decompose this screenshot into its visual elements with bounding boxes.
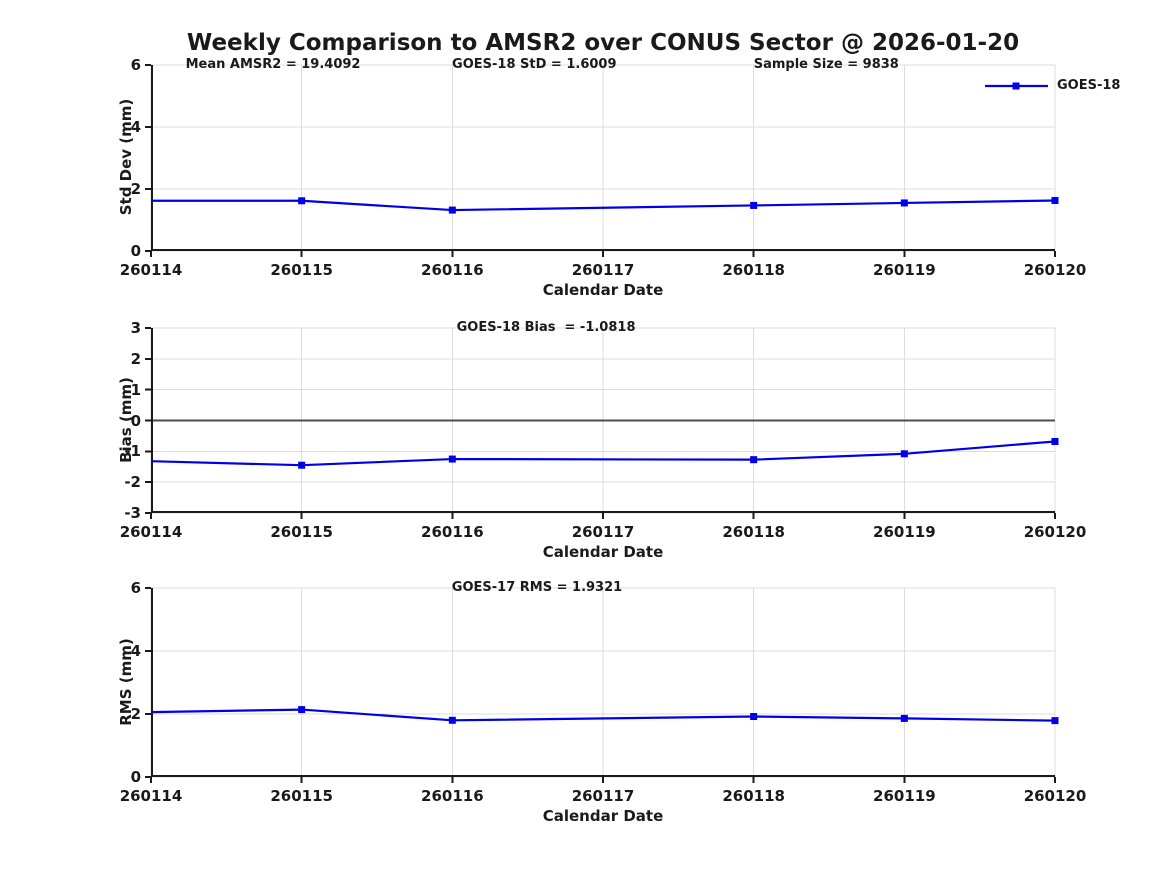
data-point-marker (900, 450, 908, 458)
stat-annotation: GOES-18 StD = 1.6009 (452, 57, 617, 72)
plot-area-std-dev (145, 64, 1059, 257)
y-tick-label: 2 (130, 705, 141, 723)
x-tick-label: 260118 (722, 523, 785, 541)
x-tick-label: 260115 (270, 523, 333, 541)
x-axis-label: Calendar Date (542, 807, 664, 825)
y-tick-label: 3 (130, 319, 141, 337)
x-tick-label: 260115 (270, 261, 333, 279)
stat-annotation: Sample Size = 9838 (753, 57, 899, 72)
y-tick-label: 1 (130, 380, 141, 399)
x-tick-label: 260114 (119, 261, 183, 279)
data-point-marker (298, 706, 306, 714)
data-point-marker (750, 713, 758, 721)
legend-square-marker-icon (1012, 82, 1020, 90)
x-tick-label: 260117 (571, 787, 635, 805)
data-point-marker (900, 199, 908, 207)
x-axis-label: Calendar Date (542, 281, 664, 299)
plot-area-bias (145, 327, 1059, 519)
x-tick-label: 260116 (421, 787, 484, 805)
data-point-marker (900, 714, 908, 722)
y-tick-label: 6 (130, 579, 141, 597)
stat-annotation: GOES-18 Bias = -1.0818 (456, 320, 636, 335)
data-point-marker (448, 206, 456, 214)
data-point-marker (1051, 717, 1059, 725)
y-tick-label: -3 (124, 504, 141, 522)
y-tick-label: 6 (130, 56, 141, 74)
stat-annotation: Mean AMSR2 = 19.4092 (185, 57, 361, 72)
x-tick-label: 260119 (873, 523, 936, 541)
data-point-marker (448, 455, 456, 463)
legend-label: GOES-18 (1057, 78, 1121, 93)
x-tick-label: 260119 (873, 261, 936, 279)
x-tick-label: 260114 (119, 523, 183, 541)
x-tick-label: 260120 (1023, 261, 1087, 279)
data-point-marker (750, 201, 758, 209)
x-tick-label: 260116 (421, 261, 484, 279)
stat-annotation: GOES-17 RMS = 1.9321 (451, 580, 623, 595)
figure-title: Weekly Comparison to AMSR2 over CONUS Se… (186, 30, 1020, 56)
x-tick-label: 260115 (270, 787, 333, 805)
data-point-marker (448, 716, 456, 724)
x-tick-label: 260118 (722, 261, 785, 279)
data-point-marker (1051, 196, 1059, 204)
x-tick-label: 260117 (571, 523, 635, 541)
x-tick-label: 260114 (119, 787, 183, 805)
y-tick-label: 0 (130, 768, 141, 786)
y-axis-label: RMS (mm) (117, 637, 135, 726)
x-tick-label: 260118 (722, 787, 785, 805)
x-tick-label: 260119 (873, 787, 936, 805)
legend-line-sample (985, 82, 1048, 90)
y-tick-label: 2 (130, 349, 141, 368)
data-point-marker (1051, 437, 1059, 445)
series-line-goes-18 (150, 708, 1056, 722)
series-line-goes-18 (151, 199, 1056, 212)
y-axis-label: Bias (mm) (117, 376, 135, 463)
x-tick-label: 260120 (1023, 787, 1087, 805)
x-tick-label: 260120 (1023, 523, 1087, 541)
x-tick-label: 260117 (571, 261, 635, 279)
x-axis-label: Calendar Date (542, 543, 664, 561)
y-tick-label: 0 (130, 242, 141, 260)
series-line-goes-18 (150, 440, 1056, 467)
y-tick-label: -1 (124, 442, 141, 461)
x-tick-label: 260116 (421, 523, 484, 541)
legend: GOES-18 (985, 78, 1120, 94)
data-point-marker (750, 456, 758, 464)
y-tick-label: 0 (130, 411, 141, 430)
data-point-marker (298, 461, 306, 469)
y-tick-label: 4 (130, 642, 141, 660)
y-tick-label: 2 (130, 180, 141, 198)
plot-area-rms (145, 587, 1059, 783)
data-point-marker (298, 197, 306, 205)
y-tick-label: 4 (130, 118, 141, 136)
y-axis-label: Std Dev (mm) (117, 98, 135, 216)
y-tick-label: -2 (124, 473, 141, 492)
